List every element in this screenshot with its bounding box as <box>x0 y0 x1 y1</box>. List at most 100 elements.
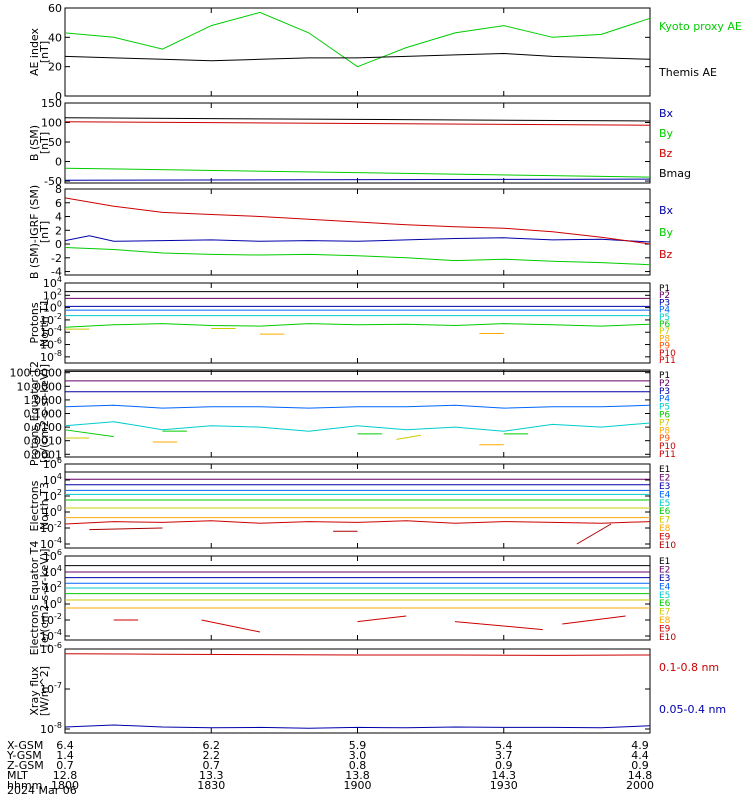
legend-label: E4 <box>659 490 671 500</box>
ephemeris-value: 12.8 <box>53 769 78 782</box>
series-line <box>64 235 651 243</box>
ephemeris-row-label: X-GSM <box>7 739 43 752</box>
legend-label: E4 <box>659 582 671 592</box>
legend-label: E2 <box>659 473 670 483</box>
legend-label: E8 <box>659 524 671 534</box>
series-line <box>64 117 651 122</box>
y-tick-label: 100 <box>41 117 62 130</box>
legend-label: E1 <box>659 465 670 475</box>
legend-label: By <box>659 226 674 239</box>
legend-label: 0.1-0.8 nm <box>659 661 719 674</box>
series-line <box>64 323 651 328</box>
ephemeris-value: 1930 <box>490 779 518 792</box>
legend-label: P11 <box>659 450 676 460</box>
y-axis-label: [nT] <box>38 221 51 243</box>
legend-label: P4 <box>659 395 670 405</box>
legend-label: P9 <box>659 342 670 352</box>
legend-label: Themis AE <box>658 66 717 79</box>
legend-label: E1 <box>659 557 670 567</box>
ephemeris-value: 0.9 <box>495 759 513 772</box>
y-tick-label: 4 <box>55 211 62 224</box>
legend-label: 0.05-0.4 nm <box>659 703 726 716</box>
legend-label: P9 <box>659 434 670 444</box>
legend-label: Bz <box>659 147 673 160</box>
legend-label: P2 <box>659 379 670 389</box>
panel-frame <box>64 463 651 549</box>
legend-label: By <box>659 127 674 140</box>
series-segment <box>89 527 163 531</box>
ephemeris-row-label: MLT <box>7 769 28 782</box>
legend-label: Bx <box>659 204 674 217</box>
ephemeris-value: 3.7 <box>495 749 513 762</box>
panel-frame <box>64 555 651 641</box>
y-tick-label: 150 <box>41 97 62 110</box>
legend-label: E9 <box>659 533 671 543</box>
legend-label: P8 <box>659 334 670 344</box>
y-tick-label: 40 <box>48 31 62 44</box>
legend-label: E5 <box>659 591 670 601</box>
y-tick-label: 0.0001 <box>24 448 63 461</box>
series-line <box>64 421 651 432</box>
legend-label: Kyoto proxy AE <box>659 20 742 33</box>
legend-label: E7 <box>659 608 670 618</box>
legend-label: P10 <box>659 442 676 452</box>
y-axis-label: Electrons Equator T4 <box>28 541 41 656</box>
series-segment <box>357 615 407 623</box>
series-line <box>64 178 651 181</box>
ephemeris-value: 1.4 <box>56 749 74 762</box>
series-line <box>64 11 651 68</box>
series-line <box>64 404 651 409</box>
y-tick-label: 1.0000 <box>24 394 63 407</box>
legend-label: P4 <box>659 306 670 316</box>
ephemeris-value: 14.8 <box>628 769 653 782</box>
legend-label: Bx <box>659 107 674 120</box>
date-label: 2024 Mar 06 <box>7 784 77 797</box>
legend-label: Bz <box>659 248 673 261</box>
y-tick-label: 106 <box>43 456 62 471</box>
y-axis-label: Electrons <box>28 480 41 531</box>
ephemeris-row-label: Z-GSM <box>7 759 44 772</box>
y-axis-label: [nT] <box>38 41 51 63</box>
y-tick-label: 20 <box>48 61 62 74</box>
series-segment <box>562 615 626 625</box>
legend-label: P3 <box>659 387 670 397</box>
y-axis-label: Xray flux <box>28 666 41 716</box>
series-segment <box>576 523 612 545</box>
legend-label: E6 <box>659 599 671 609</box>
y-axis-label: B (SM) <box>28 125 41 161</box>
legend-label: P2 <box>659 291 670 301</box>
legend-label: P8 <box>659 426 670 436</box>
y-axis-label: Protons <box>28 302 41 343</box>
legend-label: P6 <box>659 320 670 330</box>
y-tick-label: -4 <box>51 266 62 279</box>
ephemeris-value: 0.8 <box>349 759 367 772</box>
y-tick-label: 50 <box>48 136 62 149</box>
series-line <box>64 52 651 62</box>
legend-label: E8 <box>659 616 671 626</box>
y-axis-label: AE index <box>28 27 41 76</box>
legend-label: P5 <box>659 313 670 323</box>
legend-label: E3 <box>659 482 670 492</box>
ephemeris-value: 1900 <box>344 779 372 792</box>
y-tick-label: 0 <box>55 156 62 169</box>
panel-frame <box>64 102 651 184</box>
y-tick-label: 0.1000 <box>24 408 63 421</box>
y-axis-label: Protons Equator T2 <box>28 361 41 466</box>
legend-label: P5 <box>659 403 670 413</box>
legend-label: Bmag <box>659 167 691 180</box>
legend-label: P1 <box>659 284 670 294</box>
series-segment <box>396 434 421 440</box>
ephemeris-value: 0.9 <box>631 759 649 772</box>
ephemeris-value: 2.2 <box>203 749 221 762</box>
y-tick-label: -50 <box>44 175 62 188</box>
y-tick-label: 6 <box>55 197 62 210</box>
y-tick-label: -2 <box>51 252 62 265</box>
legend-label: E10 <box>659 633 676 643</box>
series-line <box>64 724 651 729</box>
y-tick-label: 10.0000 <box>17 380 63 393</box>
legend-label: P7 <box>659 418 670 428</box>
y-tick-label: 10-8 <box>40 721 62 736</box>
ephemeris-value: 5.4 <box>495 739 513 752</box>
